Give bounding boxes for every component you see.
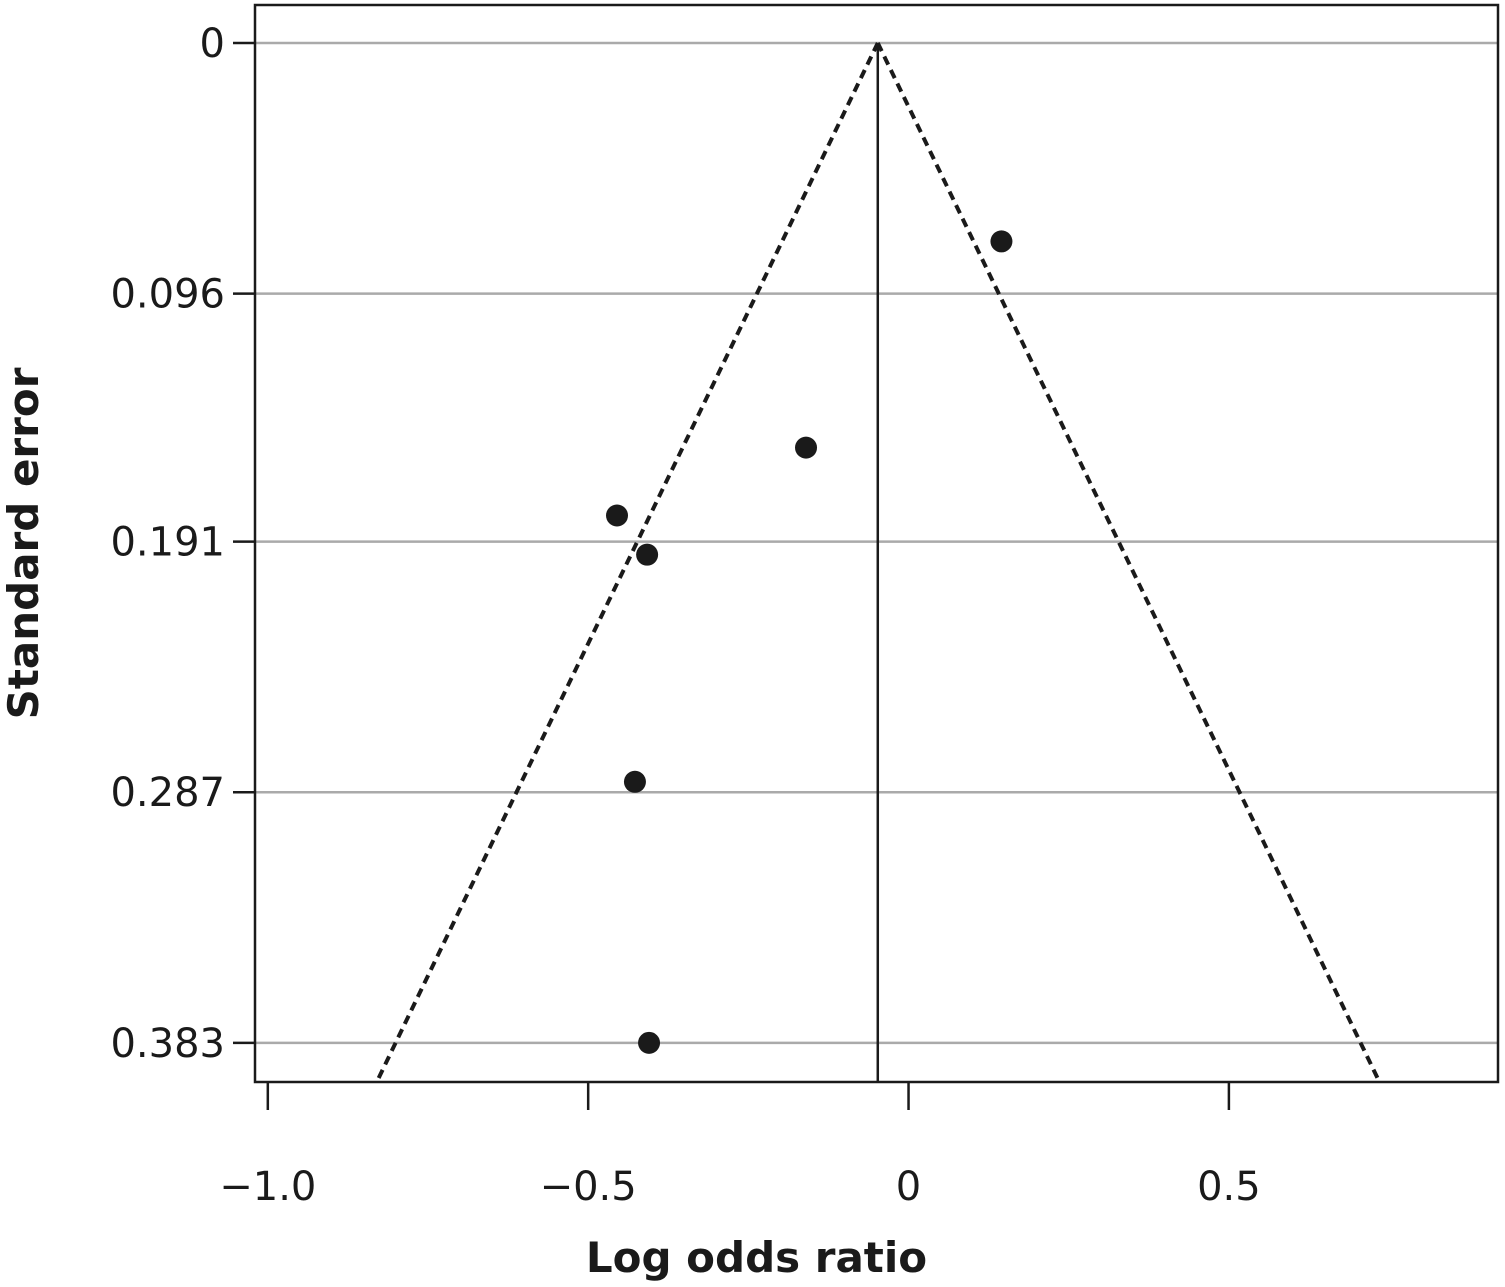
x-axis-title: Log odds ratio	[586, 1233, 927, 1282]
x-axis-ticks: −1.0 −0.5 0 0.5	[219, 1082, 1261, 1210]
y-tick-label-0: 0	[200, 21, 225, 67]
y-axis-title: Standard error	[0, 367, 48, 719]
data-point-2	[606, 504, 629, 527]
data-point-5	[638, 1031, 661, 1054]
y-axis-ticks: 0 0.096 0.191 0.287 0.383	[110, 21, 255, 1067]
data-point-1	[795, 436, 818, 459]
data-point-3	[636, 543, 659, 566]
data-points	[606, 230, 1013, 1054]
x-tick-label-0: −1.0	[219, 1164, 316, 1210]
y-tick-label-4: 0.383	[110, 1021, 225, 1067]
plot-frame	[253, 3, 1500, 1084]
gridlines	[255, 41, 1498, 1045]
y-tick-label-2: 0.191	[110, 520, 225, 566]
data-point-4	[623, 770, 646, 793]
y-tick-label-3: 0.287	[110, 770, 225, 816]
funnel-left-bound	[374, 42, 880, 1083]
funnel-right-bound	[875, 42, 1382, 1083]
x-tick-label-2: 0	[896, 1164, 921, 1210]
x-tick-label-3: 0.5	[1197, 1164, 1261, 1210]
x-tick-label-1: −0.5	[540, 1164, 637, 1210]
y-tick-label-1: 0.096	[110, 272, 225, 318]
funnel-lines	[374, 42, 1382, 1083]
data-point-0	[990, 230, 1013, 253]
